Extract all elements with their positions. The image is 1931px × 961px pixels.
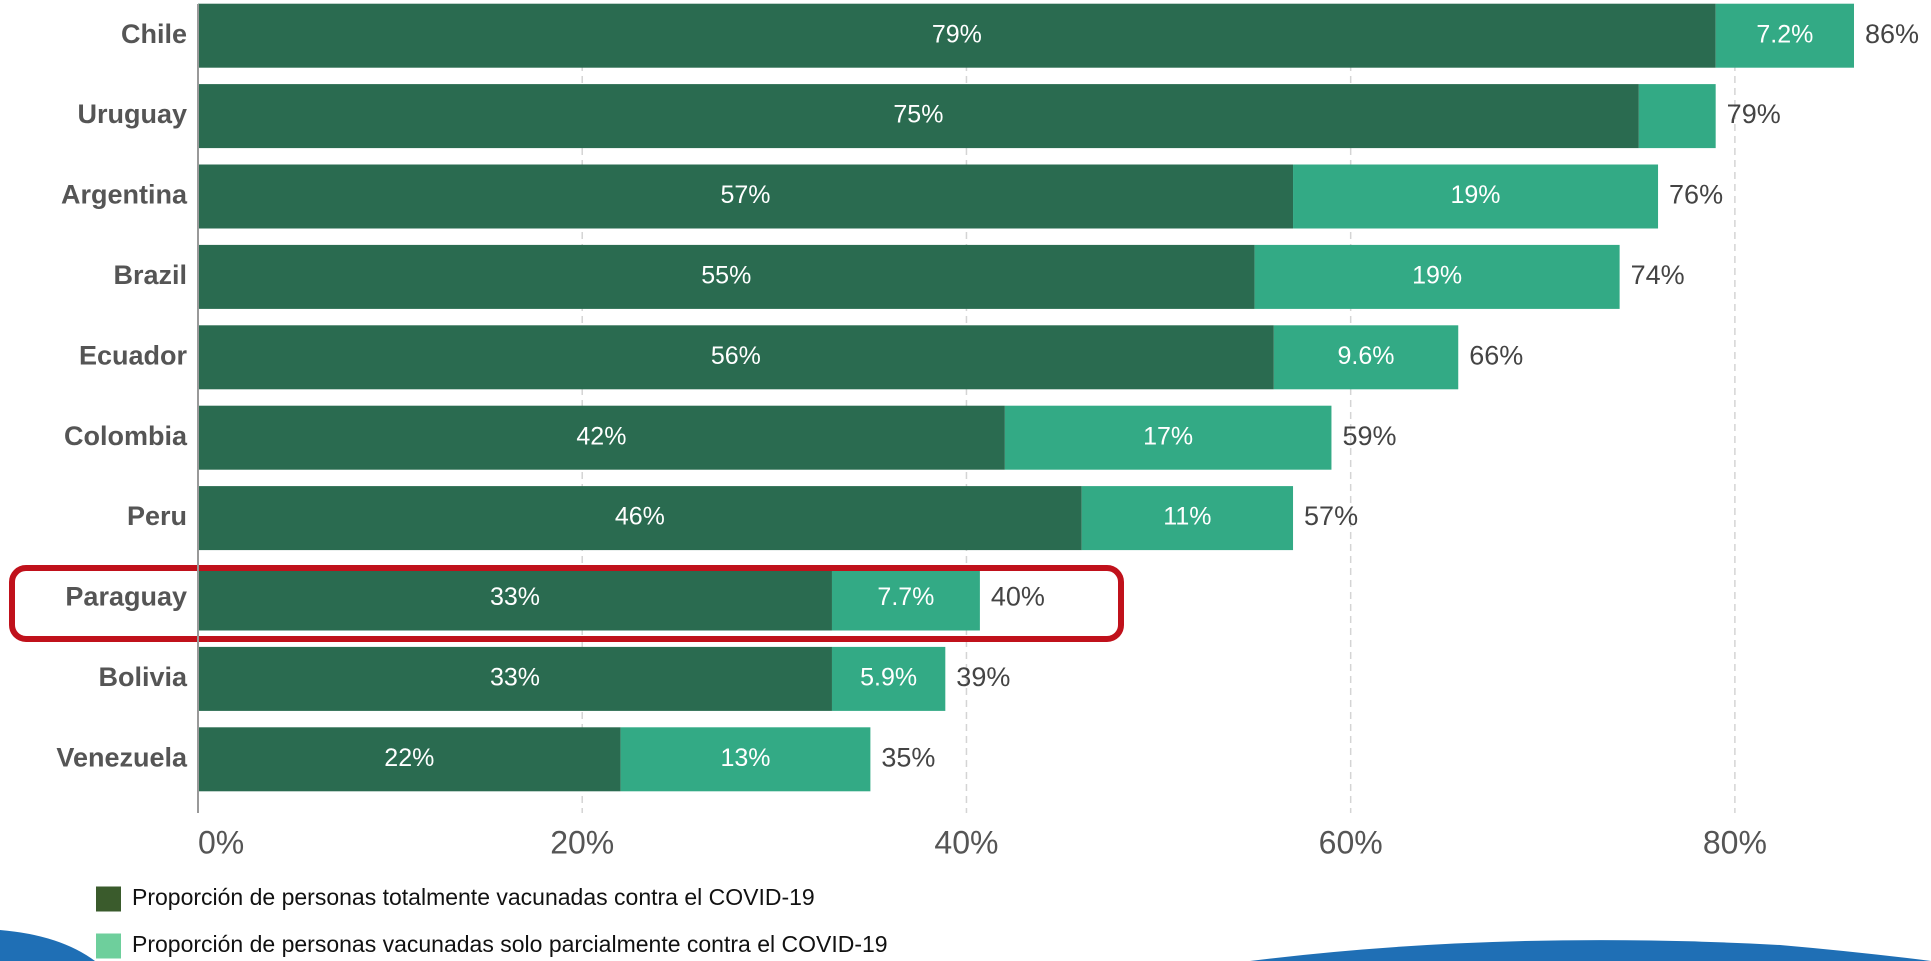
legend-swatch [96, 886, 121, 912]
x-tick-label: 80% [1703, 824, 1767, 860]
category-label: Chile [121, 19, 187, 49]
bar-value-label: 57% [720, 181, 770, 209]
bar-segment [198, 727, 621, 792]
total-label: 35% [881, 742, 935, 772]
bar-value-label: 79% [932, 20, 982, 48]
bar-value-label: 75% [893, 101, 943, 129]
bar-segment [198, 646, 832, 711]
bar-value-label: 46% [615, 503, 665, 531]
category-label: Peru [127, 501, 187, 531]
bar-value-label: 7.7% [877, 583, 934, 611]
x-tick-label: 20% [550, 824, 614, 860]
bar-segment [198, 164, 1294, 229]
bar-value-label: 42% [576, 422, 626, 450]
x-tick-label: 40% [934, 824, 998, 860]
category-label: Paraguay [65, 582, 187, 612]
total-label: 59% [1342, 421, 1396, 451]
bar-segment [1715, 3, 1854, 68]
bar-segment [198, 325, 1274, 390]
total-label: 76% [1669, 180, 1723, 210]
decor-wave-right [1250, 940, 1931, 961]
total-label: 86% [1865, 19, 1919, 49]
bar-value-label: 19% [1412, 262, 1462, 290]
total-label: 74% [1631, 260, 1685, 290]
bar-segment [198, 566, 832, 631]
bar-value-label: 11% [1163, 503, 1211, 531]
legend-label: Proporción de personas vacunadas solo pa… [132, 931, 888, 957]
total-label: 79% [1727, 99, 1781, 129]
bar-segment [831, 566, 980, 631]
bar-segment [1081, 486, 1294, 551]
bar-segment [198, 244, 1255, 309]
total-label: 57% [1304, 501, 1358, 531]
bar-segment [620, 727, 871, 792]
bar-value-label: 33% [490, 664, 540, 692]
total-label: 66% [1469, 340, 1523, 370]
category-label: Ecuador [79, 340, 188, 370]
category-label: Colombia [64, 421, 188, 451]
category-label: Argentina [61, 180, 188, 210]
decor-wave-left [0, 930, 95, 961]
category-label: Bolivia [98, 662, 188, 692]
bar-segment [1004, 405, 1332, 470]
bar-value-label: 13% [720, 744, 770, 772]
total-label: 40% [991, 582, 1045, 612]
x-tick-label: 60% [1319, 824, 1383, 860]
bar-segment [198, 405, 1005, 470]
bar-value-label: 56% [711, 342, 761, 370]
bar-value-label: 9.6% [1338, 342, 1395, 370]
bar-segment [831, 646, 946, 711]
legend-label: Proporción de personas totalmente vacuna… [132, 884, 815, 910]
bar-value-label: 7.2% [1756, 20, 1813, 48]
bar-value-label: 19% [1451, 181, 1501, 209]
bar-segment [1638, 84, 1716, 149]
category-label: Uruguay [77, 99, 187, 129]
bar-segment [1293, 164, 1659, 229]
bar-segment [198, 486, 1082, 551]
legend-swatch [96, 933, 121, 959]
bar-segment [1254, 244, 1620, 309]
category-label: Brazil [113, 260, 187, 290]
bar-value-label: 22% [384, 744, 434, 772]
bar-segment [1273, 325, 1459, 390]
bar-value-label: 5.9% [860, 664, 917, 692]
bar-value-label: 17% [1143, 422, 1193, 450]
x-tick-label: 0% [198, 824, 244, 860]
total-label: 39% [956, 662, 1010, 692]
category-label: Venezuela [56, 742, 188, 772]
bar-segment [198, 3, 1716, 68]
bar-value-label: 55% [701, 262, 751, 290]
bar-segment [198, 84, 1639, 149]
highlight-box [9, 565, 1124, 642]
bar-value-label: 33% [490, 583, 540, 611]
